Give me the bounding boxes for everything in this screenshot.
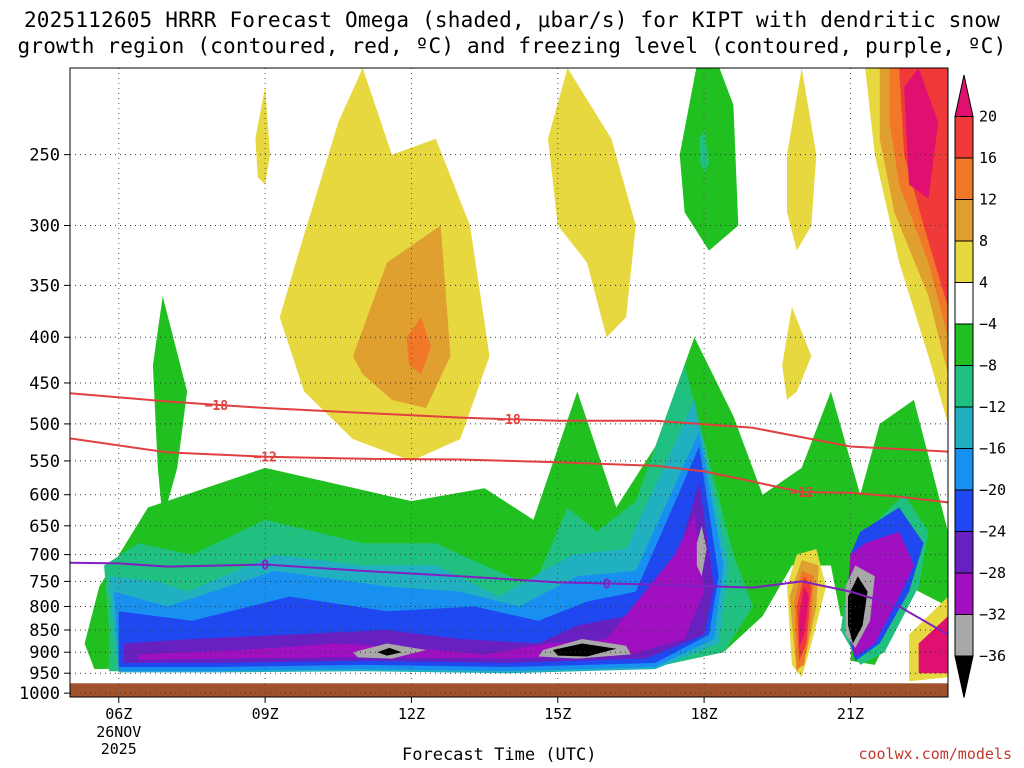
dgz-minus-12-label-0: −12 — [253, 451, 276, 466]
y-tick-label-900: 900 — [29, 643, 60, 663]
omega-region-11-level--36 — [552, 643, 617, 657]
omega-region-26-level-4 — [787, 68, 817, 251]
x-tick-label-21Z: 21Z — [837, 705, 864, 723]
y-tick-label-800: 800 — [29, 597, 60, 617]
omega-region-13-level--4 — [679, 68, 739, 251]
colorbar-label-13: −36 — [979, 647, 1006, 665]
y-tick-label-500: 500 — [29, 415, 60, 435]
omega-shading-group — [70, 68, 948, 697]
omega-region-32-level-20 — [904, 68, 939, 199]
y-tick-label-550: 550 — [29, 452, 60, 472]
colorbar-label-2: 12 — [979, 191, 997, 209]
dgz-minus-12-label-1: −12 — [790, 486, 813, 501]
x-tick-label-18Z: 18Z — [691, 705, 718, 723]
colorbar-label-11: −28 — [979, 564, 1006, 582]
below-ground-band — [70, 683, 948, 697]
y-tick-label-700: 700 — [29, 546, 60, 566]
y-tick-label-1000: 1000 — [19, 684, 60, 704]
colorbar-swatch-13 — [954, 614, 974, 657]
x-tick-label-06Z: 06Z — [105, 705, 132, 723]
omega-region-12-level--4 — [152, 296, 188, 520]
omega-region-37-level-20 — [799, 586, 809, 648]
dgz-minus-18-contour — [69, 392, 949, 453]
colorbar-swatch-9 — [954, 448, 974, 491]
colorbar-swatch-4 — [954, 240, 974, 283]
y-tick-label-300: 300 — [29, 216, 60, 236]
colorbar-label-9: −20 — [979, 481, 1006, 499]
colorbar-label-8: −16 — [979, 440, 1006, 458]
freezing-level-label-0: 0 — [261, 558, 269, 573]
freezing-level-label-1: 0 — [603, 577, 611, 592]
colorbar-swatch-top-arrow — [954, 74, 974, 117]
y-tick-label-600: 600 — [29, 486, 60, 506]
omega-region-24-level-12 — [406, 317, 431, 375]
colorbar-swatch-7 — [954, 365, 974, 408]
colorbar-swatch-8 — [954, 406, 974, 449]
colorbar-swatch-11 — [954, 531, 974, 574]
colorbar-swatch-1 — [954, 116, 974, 159]
colorbar-label-12: −32 — [979, 606, 1006, 624]
dgz-minus-18-label-0: −18 — [205, 399, 229, 414]
colorbar-swatch-6 — [954, 323, 974, 366]
freezing-level-contour — [69, 561, 949, 636]
omega-region-4-level--20 — [118, 446, 719, 667]
colorbar-swatch-12 — [954, 572, 974, 615]
chart-title-line-1: 2025112605 HRRR Forecast Omega (shaded, … — [23, 8, 1001, 32]
colorbar-label-1: 16 — [979, 149, 997, 167]
omega-region-23-level-8 — [352, 225, 451, 408]
y-tick-label-400: 400 — [29, 328, 60, 348]
y-tick-label-250: 250 — [29, 146, 60, 166]
colorbar-label-4: 4 — [979, 274, 988, 292]
x-tick-label-12Z: 12Z — [398, 705, 425, 723]
omega-region-14-level--8 — [699, 130, 709, 173]
omega-region-6-level--28 — [138, 513, 705, 660]
omega-region-21-level-4 — [255, 87, 270, 185]
x-axis-label: Forecast Time (UTC) — [402, 745, 597, 765]
omega-region-27-level-4 — [782, 306, 812, 400]
colorbar-swatch-5 — [954, 282, 974, 325]
y-tick-label-750: 750 — [29, 572, 60, 592]
dgz-minus-18-label-1: −18 — [497, 413, 521, 428]
colorbar-label-0: 20 — [979, 108, 997, 126]
colorbar-label-5: −4 — [979, 315, 997, 333]
y-tick-label-450: 450 — [29, 374, 60, 394]
x-date-label-1: 2025 — [101, 740, 137, 758]
y-tick-label-950: 950 — [29, 664, 60, 684]
colorbar-label-3: 8 — [979, 232, 988, 250]
colorbar-swatch-3 — [954, 199, 974, 242]
x-tick-label-15Z: 15Z — [544, 705, 571, 723]
omega-region-10-level--36 — [377, 647, 402, 656]
y-tick-label-650: 650 — [29, 517, 60, 537]
colorbar-swatch-10 — [954, 489, 974, 532]
dgz-minus-12-contour — [69, 437, 949, 504]
x-date-label-0: 26NOV — [96, 723, 141, 741]
credit-link[interactable]: coolwx.com/models — [858, 745, 1012, 763]
colorbar-label-10: −24 — [979, 523, 1006, 541]
y-tick-label-850: 850 — [29, 621, 60, 641]
x-tick-label-09Z: 09Z — [252, 705, 279, 723]
colorbar-label-6: −8 — [979, 357, 997, 375]
colorbar-label-7: −12 — [979, 398, 1006, 416]
colorbar-swatch-bottom-arrow — [954, 655, 974, 698]
chart-title-line-2: growth region (contoured, red, ºC) and f… — [17, 34, 1007, 58]
omega-region-25-level-4 — [548, 68, 636, 338]
colorbar-swatch-2 — [954, 157, 974, 200]
y-tick-label-350: 350 — [29, 276, 60, 296]
